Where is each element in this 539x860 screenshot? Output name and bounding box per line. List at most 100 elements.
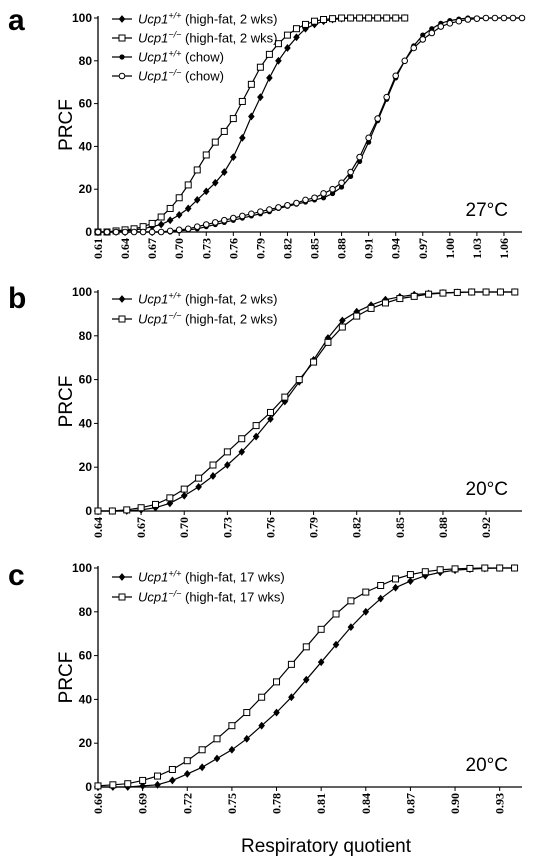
y-tick-label: 100 (72, 561, 92, 575)
data-point (455, 17, 463, 25)
data-point (293, 33, 300, 42)
temperature-label: 20°C (466, 479, 508, 500)
data-point (311, 17, 319, 25)
data-point (332, 610, 340, 618)
data-point (377, 594, 384, 603)
data-point (175, 210, 183, 219)
data-point (406, 571, 414, 579)
data-point (193, 196, 201, 204)
data-point (239, 212, 246, 220)
data-point (239, 133, 246, 142)
series-2 (94, 288, 519, 515)
x-tick-label: 0.67 (134, 517, 148, 538)
data-point (311, 194, 318, 202)
panel-letter: a (8, 4, 25, 37)
data-point (317, 658, 325, 667)
data-point (288, 693, 295, 702)
y-axis-label: PRCF (56, 376, 77, 428)
legend-label: Ucp1+/+ (high-fat, 2 wks) (138, 291, 277, 307)
data-point (130, 228, 138, 236)
y-axis-label: PRCF (56, 652, 77, 704)
data-point (347, 623, 355, 632)
data-point (392, 72, 400, 80)
data-point (425, 290, 433, 298)
data-point (481, 564, 489, 572)
data-point (229, 115, 237, 123)
data-point (287, 660, 295, 668)
data-point (175, 194, 183, 202)
data-point (439, 289, 447, 297)
data-point (496, 564, 504, 572)
x-tick-label: 0.87 (403, 793, 417, 814)
data-point (453, 288, 461, 296)
data-point (273, 678, 281, 686)
data-point (353, 312, 361, 320)
x-tick-label: 0.91 (362, 238, 376, 259)
data-point (509, 14, 517, 22)
data-point (247, 80, 255, 88)
data-point (293, 199, 300, 207)
x-tick-label: 0.84 (359, 793, 373, 814)
data-point (347, 597, 355, 605)
data-point (295, 376, 303, 384)
data-point (157, 220, 165, 229)
legend-entry: Ucp1−/− (chow) (112, 68, 224, 84)
data-point (436, 566, 444, 574)
data-point (180, 491, 188, 500)
data-point (184, 204, 192, 213)
data-point (258, 693, 266, 701)
y-tick-label: 0 (85, 225, 92, 239)
y-tick-label: 100 (72, 285, 92, 299)
panel-letter: b (8, 282, 26, 315)
data-point (283, 31, 291, 39)
x-tick-label: 0.76 (226, 238, 240, 259)
data-point (175, 226, 183, 234)
x-tick-label: 1.03 (470, 238, 484, 259)
data-point (356, 14, 364, 22)
data-point (392, 583, 399, 592)
x-tick-label: 0.88 (335, 238, 349, 259)
x-tick-label: 1.06 (497, 238, 511, 259)
y-tick-label: 60 (79, 97, 93, 111)
data-point (437, 23, 445, 30)
data-point (230, 153, 237, 161)
y-tick-label: 40 (79, 139, 93, 153)
x-tick-label: 0.85 (308, 238, 322, 259)
data-point (274, 40, 282, 48)
data-point (347, 168, 354, 176)
data-point (139, 782, 146, 790)
data-point (211, 178, 219, 187)
data-point (112, 228, 120, 236)
data-point (281, 393, 289, 401)
data-point (338, 14, 346, 22)
x-tick-label: 1.00 (443, 238, 457, 259)
data-point (374, 14, 382, 22)
data-point (252, 432, 260, 441)
data-point (202, 151, 210, 159)
data-point (284, 201, 291, 209)
x-tick-label: 0.72 (180, 793, 194, 814)
data-point (166, 227, 174, 235)
temperature-label: 20°C (466, 755, 508, 776)
data-point (195, 474, 203, 482)
data-point (228, 722, 236, 730)
x-tick-label: 0.73 (220, 517, 234, 538)
x-tick-label: 0.85 (393, 517, 407, 538)
y-tick-label: 0 (85, 504, 92, 518)
data-point (248, 210, 255, 218)
data-point (275, 56, 282, 65)
data-point (473, 15, 481, 22)
data-point (451, 565, 459, 573)
x-axis-label: Respiratory quotient (241, 836, 412, 857)
legend-label: Ucp1+/+ (high-fat, 17 wks) (138, 569, 285, 585)
legend-entry: Ucp1+/+ (chow) (112, 49, 224, 65)
data-point (266, 408, 274, 416)
data-point (392, 575, 400, 583)
data-point (381, 299, 389, 307)
data-point (94, 507, 102, 515)
x-tick-label: 0.73 (199, 238, 213, 259)
data-point (419, 36, 427, 43)
data-point (94, 228, 102, 236)
data-point (220, 216, 228, 224)
data-point (228, 745, 236, 754)
